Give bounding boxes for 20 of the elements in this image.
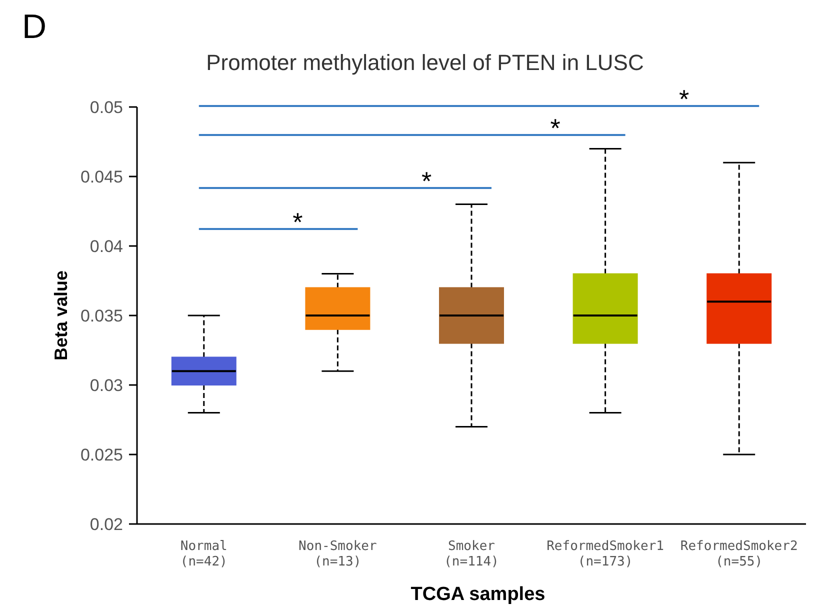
- annotation: *: [679, 84, 690, 114]
- y-axis-title: Beta value: [51, 270, 71, 361]
- annotation: *: [292, 207, 303, 237]
- y-tick-label: 0.03: [90, 376, 123, 395]
- y-tick-label: 0.04: [90, 236, 123, 256]
- chart-title: Promoter methylation level of PTEN in LUSC: [206, 50, 644, 75]
- y-tick-label: 0.05: [90, 98, 123, 117]
- x-axis-title: TCGA samples: [410, 584, 546, 605]
- y-tick-label: 0.025: [80, 445, 123, 464]
- annotation: *: [550, 113, 560, 143]
- x-tick-label: Normal (n=42): [180, 539, 228, 570]
- x-tick-label: ReformedSmoker1 (n=173): [546, 539, 664, 570]
- x-tick-label: ReformedSmoker2 (n=55): [680, 539, 798, 570]
- y-tick-label: 0.02: [90, 514, 123, 534]
- x-tick-label: Smoker (n=114): [444, 539, 499, 570]
- text: D: [22, 8, 47, 46]
- x-tick-label: Non-Smoker (n=13): [298, 539, 377, 570]
- y-tick-label: 0.045: [80, 167, 123, 186]
- y-tick-label: 0.035: [80, 306, 123, 326]
- annotation: *: [421, 166, 432, 196]
